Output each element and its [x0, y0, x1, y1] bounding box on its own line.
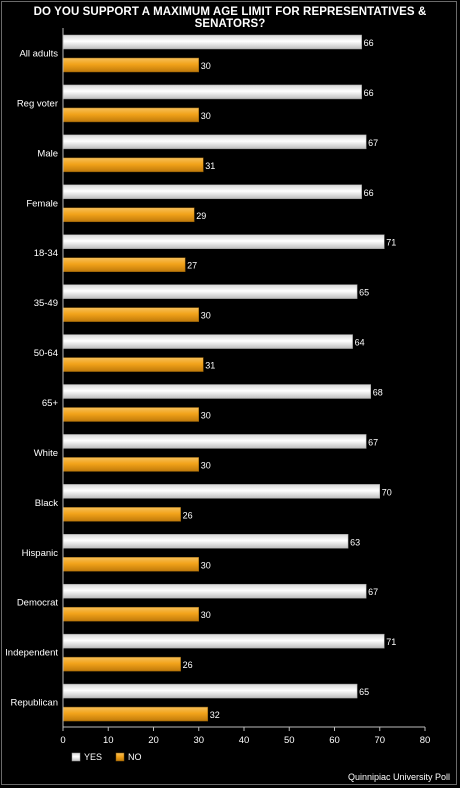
bar-yes [62, 583, 367, 599]
category-label: 18-34 [34, 248, 58, 259]
bar-no [62, 357, 204, 372]
x-tick-label: 50 [284, 735, 295, 746]
data-label: 67 [368, 587, 378, 597]
bar-yes [62, 434, 367, 449]
bar-yes [62, 184, 362, 200]
x-tick-label: 0 [60, 735, 65, 746]
data-label: 30 [201, 61, 211, 71]
data-label: 65 [359, 687, 369, 697]
data-label: 26 [183, 660, 193, 670]
data-label: 30 [201, 560, 211, 570]
category-label: Republican [10, 698, 58, 709]
x-tick-label: 70 [374, 735, 385, 746]
bar-no [62, 557, 199, 572]
category-label: Democrat [17, 598, 59, 609]
bar-yes [62, 633, 385, 649]
category-label: All adults [19, 49, 58, 60]
chart-title: DO YOU SUPPORT A MAXIMUM AGE LIMIT FOR R… [33, 6, 427, 30]
data-label: 67 [368, 437, 378, 447]
category-label: 35-49 [34, 298, 58, 309]
category-label: Independent [5, 648, 58, 659]
data-label: 66 [364, 88, 374, 98]
bar-yes [62, 534, 349, 549]
bar-no [62, 57, 199, 73]
x-tick-label: 60 [329, 735, 340, 746]
bar-yes [62, 284, 358, 299]
category-label: Male [37, 148, 58, 159]
data-label: 30 [201, 311, 211, 321]
x-tick-label: 40 [239, 735, 250, 746]
legend-swatch-no [115, 752, 125, 762]
x-tick-label: 80 [420, 735, 431, 746]
bar-no [62, 307, 199, 322]
category-label: 65+ [42, 398, 59, 409]
data-label: 64 [355, 338, 365, 348]
bar-no [62, 407, 199, 422]
data-label: 30 [201, 411, 211, 421]
bar-no [62, 606, 199, 622]
bar-no [62, 706, 209, 722]
data-label: 67 [368, 138, 378, 148]
data-label: 29 [196, 211, 206, 221]
data-label: 26 [183, 510, 193, 520]
data-label: 30 [201, 460, 211, 470]
category-label: Black [35, 498, 58, 509]
bar-no [62, 507, 181, 522]
x-tick-label: 20 [148, 735, 159, 746]
data-label: 70 [382, 487, 392, 497]
data-label: 66 [364, 188, 374, 198]
data-label: 30 [201, 610, 211, 620]
bar-yes [62, 34, 362, 50]
category-label: White [34, 448, 58, 459]
bar-no [62, 157, 204, 173]
data-label: 68 [373, 388, 383, 398]
bar-yes [62, 334, 353, 349]
bar-yes [62, 134, 367, 150]
legend-swatch-yes [71, 752, 81, 762]
bar-yes [62, 484, 380, 499]
data-label: 31 [205, 361, 215, 371]
bar-yes [62, 384, 371, 399]
data-label: 66 [364, 38, 374, 48]
data-label: 27 [187, 261, 197, 271]
category-label: Female [26, 198, 58, 209]
x-tick-label: 30 [193, 735, 204, 746]
data-label: 71 [386, 238, 396, 248]
bar-no [62, 457, 199, 472]
bar-no [62, 257, 186, 272]
legend-label-yes: YES [84, 752, 102, 762]
bar-no [62, 107, 199, 123]
data-label: 65 [359, 288, 369, 298]
source-note: Quinnipiac University Poll [347, 772, 450, 782]
bar-yes [62, 683, 358, 699]
category-label: 50-64 [34, 348, 58, 359]
bar-no [62, 207, 195, 223]
bar-no [62, 656, 181, 672]
data-label: 63 [350, 537, 360, 547]
data-label: 31 [205, 161, 215, 171]
data-label: 30 [201, 111, 211, 121]
data-label: 71 [386, 637, 396, 647]
data-label: 32 [210, 710, 220, 720]
x-tick-label: 10 [103, 735, 114, 746]
bar-yes [62, 234, 385, 249]
category-label: Reg voter [17, 98, 58, 109]
bar-yes [62, 84, 362, 100]
legend-label-no: NO [128, 752, 142, 762]
category-label: Hispanic [22, 548, 59, 559]
